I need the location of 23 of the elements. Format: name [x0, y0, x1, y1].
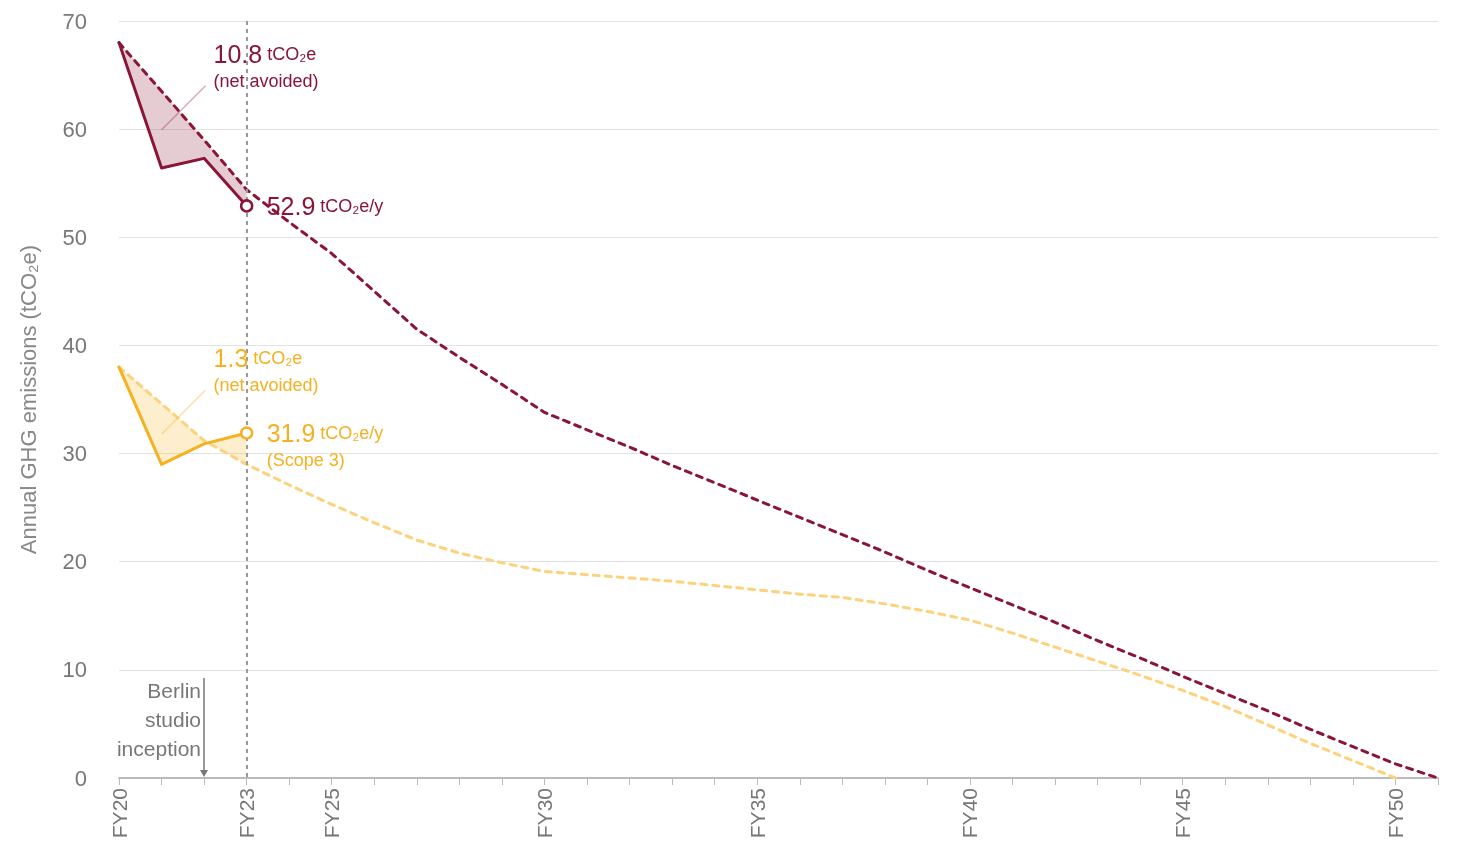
y-tick-label: 50 [62, 224, 87, 250]
y-tick-label: 30 [62, 441, 87, 467]
annotation: 31.9 tCO₂e/y (Scope 3) [266, 419, 384, 471]
x-tick-label: FY45 [1171, 788, 1195, 839]
x-tick-label: FY25 [320, 788, 344, 839]
y-axis-title: Annual GHG emissions (tCO₂e) [15, 244, 41, 555]
y-tick-label: 10 [62, 657, 87, 683]
y-tick-label: 0 [74, 765, 87, 791]
annotation: 52.9 tCO₂e/y [266, 191, 384, 220]
annotation: 10.8 tCO₂e (net avoided) [213, 39, 319, 91]
y-tick-label: 20 [62, 549, 87, 575]
x-tick-label: FY20 [107, 788, 131, 839]
y-tick-label: 40 [62, 332, 87, 358]
annotation: 1.3 tCO₂e (net avoided) [213, 344, 319, 396]
x-tick-label: FY23 [235, 788, 259, 839]
line-series [117, 365, 1397, 780]
x-tick-label: FY50 [1383, 788, 1407, 839]
x-tick-label: FY30 [532, 788, 556, 839]
y-tick-label: 60 [62, 116, 87, 142]
x-tick-label: FY40 [958, 788, 982, 839]
x-tick-label: FY35 [745, 788, 769, 839]
annotation: Berlin studio inception [116, 679, 201, 760]
y-tick-label: 70 [62, 8, 87, 34]
